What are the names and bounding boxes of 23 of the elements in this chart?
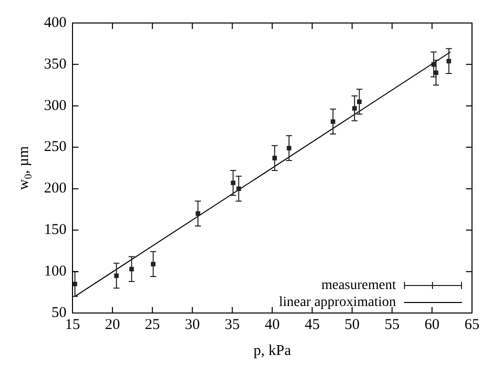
x-tick-label: 20 (104, 316, 120, 333)
y-tick-label: 200 (44, 180, 66, 197)
x-tick-label: 60 (424, 316, 440, 333)
x-tick-label: 30 (184, 316, 200, 333)
y-tick-label: 300 (44, 98, 66, 114)
x-tick-label: 40 (264, 316, 280, 333)
y-tick-label: 250 (44, 139, 66, 156)
y-tick-label: 150 (44, 222, 66, 238)
x-tick-label: 55 (384, 316, 400, 333)
x-tick-label: 25 (144, 316, 160, 333)
x-tick-label: 15 (65, 316, 80, 333)
y-tick-label: 100 (44, 264, 66, 280)
x-tick-label: 45 (304, 316, 320, 333)
y-axis-title: w0, µm (16, 146, 34, 190)
y-tick-label: 350 (44, 56, 66, 72)
x-axis-title: p, kPa (254, 342, 292, 359)
x-tick-label: 65 (464, 316, 480, 333)
y-tick-label: 400 (44, 14, 66, 31)
x-tick-label: 50 (344, 316, 360, 333)
y-tick-label: 50 (52, 304, 66, 321)
legend-label: measurement (321, 277, 396, 294)
legend-label: linear approximation (278, 294, 396, 311)
x-tick-label: 35 (224, 316, 240, 333)
